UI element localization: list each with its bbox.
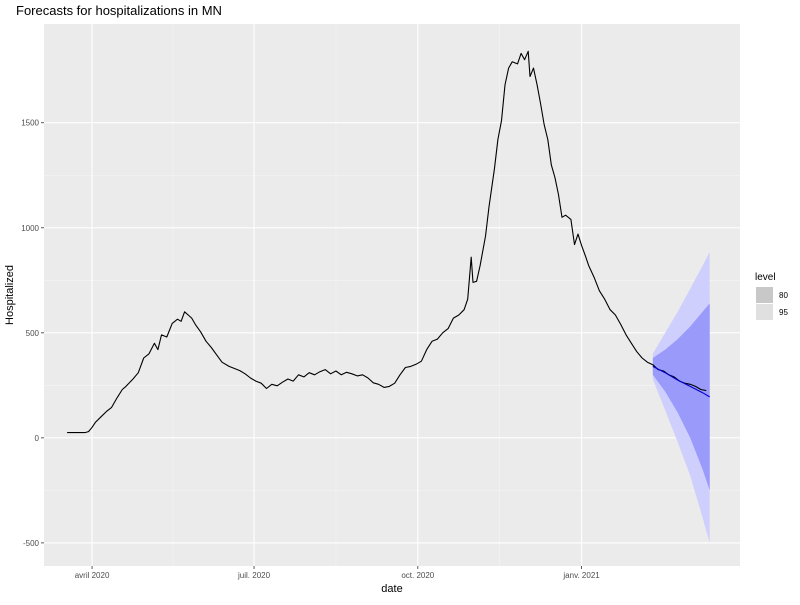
y-tick-label: 0 bbox=[35, 434, 40, 443]
legend-swatch-95 bbox=[756, 304, 773, 320]
legend: level 80 95 bbox=[755, 272, 788, 320]
x-tick-label: juil. 2020 bbox=[237, 571, 271, 580]
y-axis-title: Hospitalized bbox=[4, 265, 16, 325]
legend-label-95: 95 bbox=[779, 308, 788, 317]
plot-panel bbox=[44, 24, 740, 566]
y-tick-label: -500 bbox=[23, 539, 40, 548]
x-tick-label: oct. 2020 bbox=[401, 571, 434, 580]
x-tick-label: avril 2020 bbox=[75, 571, 110, 580]
series-lines bbox=[67, 50, 710, 434]
chart-title: Forecasts for hospitalizations in MN bbox=[16, 3, 222, 18]
x-axis-title: date bbox=[381, 583, 402, 595]
grid-lines bbox=[44, 24, 740, 566]
legend-label-80: 80 bbox=[779, 291, 788, 300]
y-tick-label: 500 bbox=[26, 329, 40, 338]
legend-swatch-80 bbox=[756, 287, 773, 303]
legend-title: level bbox=[755, 272, 776, 283]
y-tick-label: 1500 bbox=[21, 119, 39, 128]
axis-ticks: -500 0 500 1000 1500 avril 2020 juil. 2020 oct.… bbox=[21, 119, 600, 580]
observed-line bbox=[67, 50, 707, 434]
x-tick-label: janv. 2021 bbox=[562, 571, 600, 580]
forecast-bands bbox=[652, 251, 710, 543]
forecast-mean-line bbox=[652, 365, 710, 398]
y-tick-label: 1000 bbox=[21, 224, 39, 233]
interval-80-band bbox=[652, 303, 710, 491]
